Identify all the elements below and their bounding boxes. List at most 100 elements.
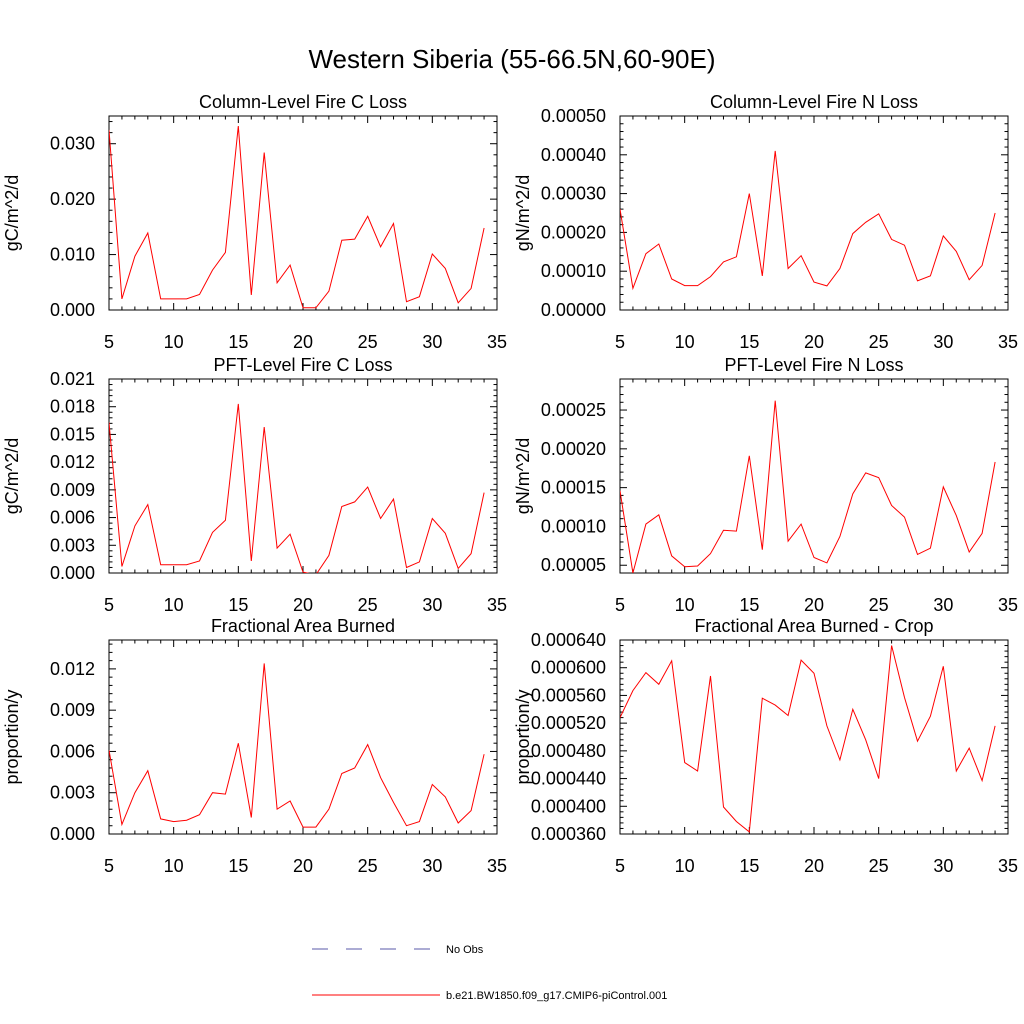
y-tick-label: 0.000	[50, 824, 95, 844]
y-tick-label: 0.00010	[541, 516, 606, 536]
y-tick-label: 0.000480	[531, 741, 606, 761]
x-tick-label: 30	[933, 595, 953, 615]
x-tick-label: 15	[228, 856, 248, 876]
series-line-model	[620, 645, 996, 833]
y-tick-label: 0.000	[50, 300, 95, 320]
x-tick-label: 35	[998, 856, 1018, 876]
y-tick-label: 0.003	[50, 783, 95, 803]
series-line-model	[109, 125, 485, 309]
legend-model-label: b.e21.BW1850.f09_g17.CMIP6-piControl.001	[446, 990, 667, 1002]
x-tick-label: 35	[487, 332, 507, 352]
y-tick-label: 0.00020	[541, 222, 606, 242]
y-tick-label: 0.006	[50, 741, 95, 761]
x-tick-label: 25	[358, 595, 378, 615]
y-tick-label: 0.000360	[531, 824, 606, 844]
y-tick-label: 0.00015	[541, 478, 606, 498]
panel-title: PFT-Level Fire C Loss	[213, 355, 392, 375]
panel-title: Fractional Area Burned	[211, 616, 395, 636]
x-tick-label: 15	[739, 856, 759, 876]
y-tick-label: 0.000400	[531, 796, 606, 816]
x-tick-label: 10	[164, 856, 184, 876]
x-tick-label: 35	[487, 595, 507, 615]
x-tick-label: 20	[293, 332, 313, 352]
y-tick-label: 0.000440	[531, 769, 606, 789]
x-tick-label: 30	[422, 856, 442, 876]
chart-panel-4: PFT-Level Fire N Loss gN/m^2/d 5 10 15 20 25 30…	[513, 355, 1018, 615]
plot-frame	[619, 378, 1009, 574]
panel-title: Fractional Area Burned - Crop	[694, 616, 933, 636]
y-tick-label: 0.00010	[541, 261, 606, 281]
x-tick-label: 20	[804, 595, 824, 615]
x-tick-label: 5	[104, 332, 114, 352]
chart-panel-6: Fractional Area Burned - Crop proportion/…	[513, 616, 1018, 876]
x-tick-label: 25	[869, 332, 889, 352]
x-tick-label: 35	[998, 332, 1018, 352]
x-tick-label: 30	[422, 595, 442, 615]
panel-title: Column-Level Fire C Loss	[199, 92, 407, 112]
chart-panel-2: Column-Level Fire N Loss gN/m^2/d 5 10 15 20 2…	[513, 92, 1018, 352]
x-tick-label: 15	[739, 332, 759, 352]
y-tick-label: 0.018	[50, 397, 95, 417]
y-tick-label: 0.000520	[531, 713, 606, 733]
x-tick-label: 30	[933, 856, 953, 876]
y-axis-label: gC/m^2/d	[2, 438, 22, 514]
x-tick-label: 10	[675, 856, 695, 876]
plot-frame	[108, 639, 498, 835]
y-axis-label: gC/m^2/d	[2, 175, 22, 251]
series-line-model	[620, 400, 996, 573]
series-line-model	[109, 663, 485, 828]
x-tick-label: 20	[804, 332, 824, 352]
y-tick-label: 0.00050	[541, 106, 606, 126]
y-axis-label: gN/m^2/d	[513, 175, 533, 251]
y-tick-label: 0.006	[50, 508, 95, 528]
chart-panel-3: PFT-Level Fire C Loss gC/m^2/d 5 10 15 20 25 30…	[2, 355, 507, 615]
y-tick-label: 0.00005	[541, 555, 606, 575]
y-tick-label: 0.00000	[541, 300, 606, 320]
panel-title: Column-Level Fire N Loss	[710, 92, 918, 112]
x-tick-label: 35	[487, 856, 507, 876]
y-tick-label: 0.000600	[531, 658, 606, 678]
x-tick-label: 35	[998, 595, 1018, 615]
y-tick-label: 0.00020	[541, 439, 606, 459]
x-tick-label: 5	[104, 595, 114, 615]
series-line-model	[620, 150, 996, 291]
y-tick-label: 0.000	[50, 563, 95, 583]
x-tick-label: 5	[615, 856, 625, 876]
x-tick-label: 10	[675, 332, 695, 352]
plot-frame	[108, 115, 498, 311]
x-tick-label: 30	[422, 332, 442, 352]
panel-title: PFT-Level Fire N Loss	[724, 355, 903, 375]
y-axis-label: gN/m^2/d	[513, 438, 533, 514]
panels: Column-Level Fire C Loss gC/m^2/d 5 10 15 20 2…	[2, 92, 1018, 876]
figure-title: Western Siberia (55-66.5N,60-90E)	[308, 44, 715, 74]
x-tick-label: 10	[164, 595, 184, 615]
y-axis-label: proportion/y	[513, 689, 533, 784]
x-tick-label: 20	[293, 595, 313, 615]
x-tick-label: 15	[228, 595, 248, 615]
series-line-model	[109, 403, 485, 573]
x-tick-label: 5	[615, 595, 625, 615]
x-tick-label: 5	[104, 856, 114, 876]
chart-panel-5: Fractional Area Burned proportion/y 5 10 15 2…	[2, 616, 507, 876]
x-tick-label: 25	[358, 332, 378, 352]
plot-frame	[619, 115, 1009, 311]
y-tick-label: 0.012	[50, 452, 95, 472]
x-tick-label: 15	[739, 595, 759, 615]
y-tick-label: 0.000640	[531, 630, 606, 650]
x-tick-label: 5	[615, 332, 625, 352]
x-tick-label: 10	[164, 332, 184, 352]
y-tick-label: 0.030	[50, 134, 95, 154]
legend: No Obs b.e21.BW1850.f09_g17.CMIP6-piCont…	[312, 944, 667, 1002]
x-tick-label: 20	[293, 856, 313, 876]
y-tick-label: 0.010	[50, 245, 95, 265]
y-tick-label: 0.000560	[531, 685, 606, 705]
y-tick-label: 0.021	[50, 369, 95, 389]
x-tick-label: 25	[358, 856, 378, 876]
y-tick-label: 0.009	[50, 700, 95, 720]
y-tick-label: 0.012	[50, 659, 95, 679]
x-tick-label: 25	[869, 595, 889, 615]
y-tick-label: 0.00025	[541, 400, 606, 420]
x-tick-label: 15	[228, 332, 248, 352]
x-tick-label: 20	[804, 856, 824, 876]
